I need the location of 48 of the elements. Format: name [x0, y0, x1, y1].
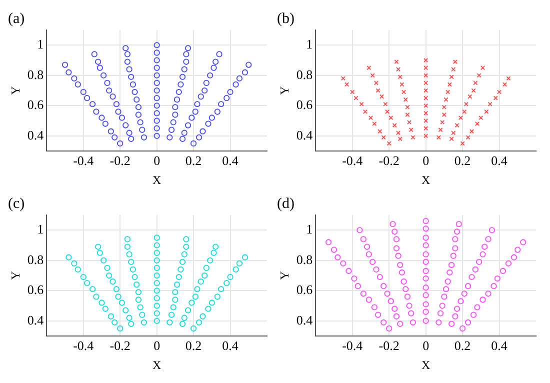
x-tick-label: 0.4 — [491, 153, 508, 168]
x-tick-label: -0.2 — [110, 153, 130, 168]
x-axis-title: X — [421, 172, 430, 187]
y-tick-label: 0.6 — [27, 282, 44, 298]
x-tick-label: 0.4 — [222, 153, 239, 168]
y-tick-label: 0.4 — [27, 312, 44, 328]
y-axis-title: Y — [277, 270, 292, 280]
y-tick-label: 1 — [306, 222, 313, 237]
y-tick-label: 0.8 — [296, 66, 313, 82]
chart-title: (c) — [8, 196, 25, 212]
y-tick-label: 0.4 — [296, 127, 314, 142]
y-tick-label: 1 — [37, 36, 44, 52]
x-tick-label: -0.4 — [73, 153, 94, 168]
x-tick-label: -0.2 — [378, 153, 400, 168]
x-tick-label: 0.4 — [491, 338, 508, 354]
x-tick-label: 0 — [422, 153, 430, 168]
y-tick-label: 0.8 — [27, 252, 44, 267]
y-axis-title: Y — [8, 86, 22, 95]
chart-title: (b) — [277, 10, 294, 27]
y-tick-label: 0.8 — [27, 66, 44, 82]
x-tick-label: 0.2 — [185, 338, 202, 354]
y-axis-title: Y — [8, 270, 22, 280]
x-tick-label: -0.4 — [342, 338, 364, 354]
y-tick-label: 1 — [37, 222, 44, 237]
y-tick-label: 1 — [306, 36, 313, 52]
x-tick-label: 0.2 — [185, 153, 202, 168]
y-tick-label: 0.4 — [27, 127, 44, 142]
y-tick-label: 0.4 — [296, 312, 314, 328]
chart-title: (d) — [277, 196, 294, 212]
x-tick-label: 0.2 — [454, 153, 471, 168]
x-tick-label: -0.4 — [342, 153, 364, 168]
y-tick-label: 0.6 — [296, 97, 314, 112]
x-axis-title: X — [152, 358, 162, 372]
y-tick-label: 0.6 — [296, 282, 314, 298]
x-tick-label: 0 — [154, 153, 160, 168]
x-axis-title: X — [152, 172, 162, 187]
x-axis-title: X — [421, 358, 430, 372]
x-tick-label: 0.4 — [222, 338, 239, 354]
x-tick-label: 0 — [154, 338, 160, 354]
y-axis-title: Y — [277, 86, 292, 95]
y-tick-label: 0.6 — [27, 97, 44, 112]
y-tick-label: 0.8 — [296, 252, 313, 267]
x-tick-label: -0.4 — [73, 338, 94, 354]
x-tick-label: 0.2 — [454, 338, 471, 354]
x-tick-label: -0.2 — [378, 338, 400, 354]
x-tick-label: 0 — [422, 338, 430, 354]
x-tick-label: -0.2 — [110, 338, 130, 354]
chart-title: (a) — [8, 10, 25, 27]
